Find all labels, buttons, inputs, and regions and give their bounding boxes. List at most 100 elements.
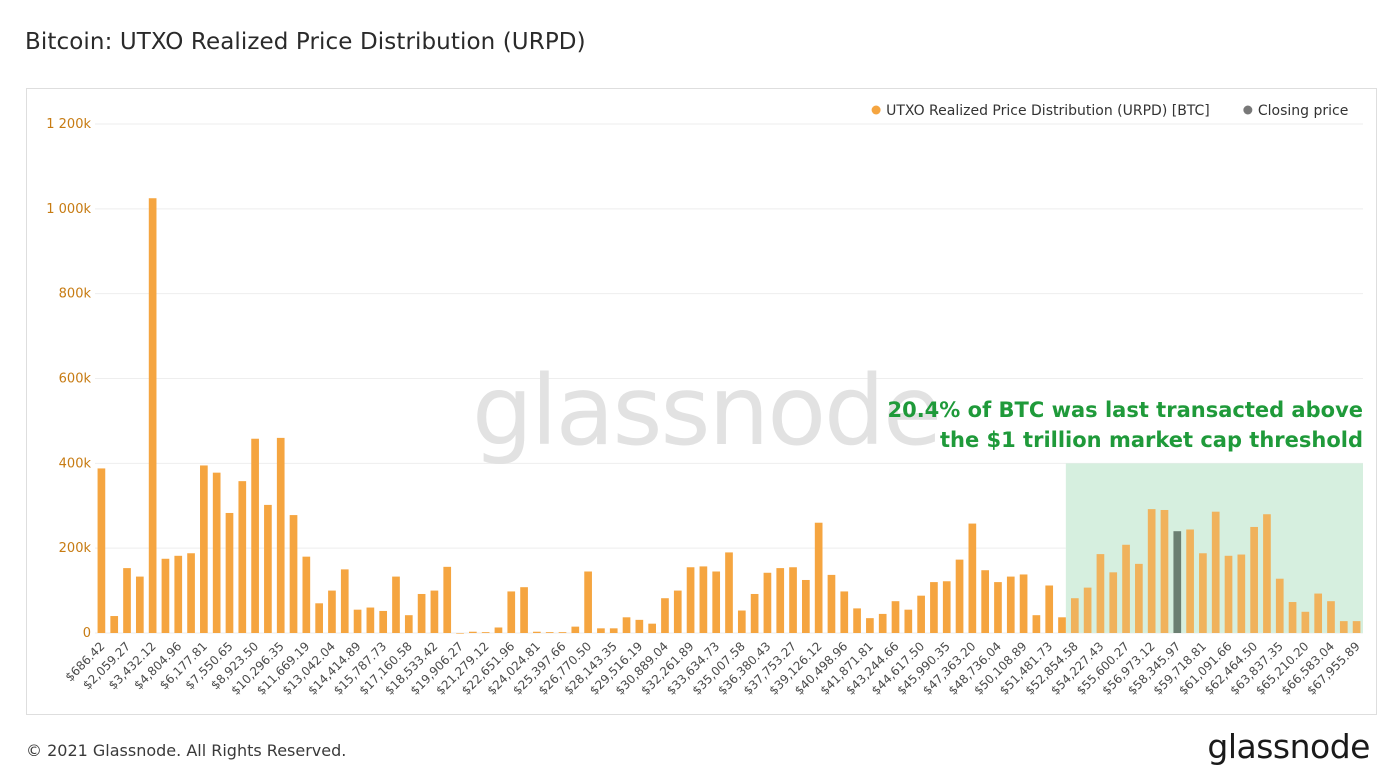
bar xyxy=(1301,611,1310,633)
bar xyxy=(1186,529,1194,633)
bar xyxy=(622,617,631,633)
bar xyxy=(776,568,785,633)
bar xyxy=(699,566,708,633)
bar xyxy=(584,571,592,633)
bar xyxy=(148,198,157,633)
bar xyxy=(827,574,836,633)
bar xyxy=(763,572,772,633)
bar xyxy=(558,632,567,633)
bar xyxy=(648,623,656,633)
bar xyxy=(366,607,375,633)
x-axis-ticks: $686.42$2,059.27$3,432.12$4,804.96$6,177… xyxy=(63,639,1363,697)
bar xyxy=(853,608,861,633)
bar xyxy=(1096,554,1105,633)
bar xyxy=(904,609,913,633)
bar xyxy=(981,570,990,633)
bar xyxy=(968,523,977,633)
bar xyxy=(187,553,195,633)
legend-entry: UTXO Realized Price Distribution (URPD) … xyxy=(886,103,1210,119)
grid-lines xyxy=(95,123,1363,634)
bar xyxy=(251,438,259,633)
legend: UTXO Realized Price Distribution (URPD) … xyxy=(871,103,1348,119)
bar xyxy=(1199,553,1207,633)
footer-copyright: © 2021 Glassnode. All Rights Reserved. xyxy=(26,741,347,760)
bar xyxy=(302,556,311,633)
closing-price-bar xyxy=(1173,531,1182,633)
bar xyxy=(737,610,746,633)
bar xyxy=(1006,576,1015,633)
y-axis-ticks: 0 200k 400k 600k 800k 1 000k 1 200k xyxy=(46,117,91,641)
bar xyxy=(379,610,388,633)
bar xyxy=(750,593,759,633)
bar xyxy=(1250,526,1258,633)
annotation: 20.4% of BTC was last transacted above th… xyxy=(887,398,1363,452)
y-tick-label: 200k xyxy=(59,541,92,556)
bar xyxy=(392,576,400,633)
chart-frame: glassnode 0 200k 400k 600k 800k 1 000k 1 200k … xyxy=(26,88,1377,715)
bar xyxy=(994,582,1002,633)
bar xyxy=(135,576,144,633)
bar xyxy=(955,559,964,633)
bar xyxy=(686,567,695,633)
annotation-line: 20.4% of BTC was last transacted above xyxy=(887,398,1363,422)
bar xyxy=(917,595,925,633)
bar xyxy=(340,569,349,633)
bar xyxy=(930,582,938,633)
bar xyxy=(802,579,810,633)
bar xyxy=(1083,587,1092,633)
y-tick-label: 400k xyxy=(59,456,92,471)
bar xyxy=(1339,621,1348,633)
bar xyxy=(1237,554,1246,633)
bar xyxy=(1109,572,1118,633)
legend-entry: Closing price xyxy=(1258,103,1348,119)
bar xyxy=(1288,602,1297,633)
legend-marker xyxy=(1243,105,1253,115)
bar xyxy=(1352,621,1361,633)
bar xyxy=(1032,615,1041,633)
bar xyxy=(161,558,170,633)
bar xyxy=(481,632,490,633)
bar xyxy=(1275,578,1284,633)
bar xyxy=(661,598,669,633)
bar xyxy=(891,601,900,633)
bar xyxy=(725,552,733,633)
bar xyxy=(212,472,221,633)
bar xyxy=(609,628,618,633)
bar xyxy=(1224,555,1233,633)
bar xyxy=(238,481,247,633)
bar xyxy=(712,571,721,633)
bar xyxy=(673,590,682,633)
bar xyxy=(635,619,644,633)
bar xyxy=(456,633,464,634)
bar xyxy=(1058,617,1066,633)
bar xyxy=(264,504,272,633)
bar xyxy=(571,626,580,633)
bar xyxy=(468,631,477,633)
bar xyxy=(1327,601,1335,633)
bar xyxy=(443,566,452,633)
bar xyxy=(1147,509,1156,633)
footer-logo: glassnode xyxy=(1207,727,1370,766)
bar xyxy=(494,627,503,633)
legend-marker xyxy=(871,105,881,115)
bar xyxy=(430,590,439,633)
y-tick-label: 1 000k xyxy=(46,202,91,217)
bar xyxy=(353,609,362,633)
y-tick-label: 800k xyxy=(59,287,92,302)
bar xyxy=(533,631,541,633)
bar xyxy=(866,618,874,633)
bar xyxy=(1160,509,1169,633)
bar xyxy=(545,632,554,633)
y-tick-label: 0 xyxy=(83,626,91,641)
bar xyxy=(878,613,887,633)
bar xyxy=(1045,585,1054,633)
bar xyxy=(315,603,323,633)
bar xyxy=(520,587,528,633)
bar xyxy=(174,555,183,633)
bar xyxy=(942,581,951,633)
watermark-logo: glassnode xyxy=(472,355,940,467)
bar xyxy=(814,522,823,633)
bar xyxy=(507,591,516,633)
bar xyxy=(840,591,849,633)
